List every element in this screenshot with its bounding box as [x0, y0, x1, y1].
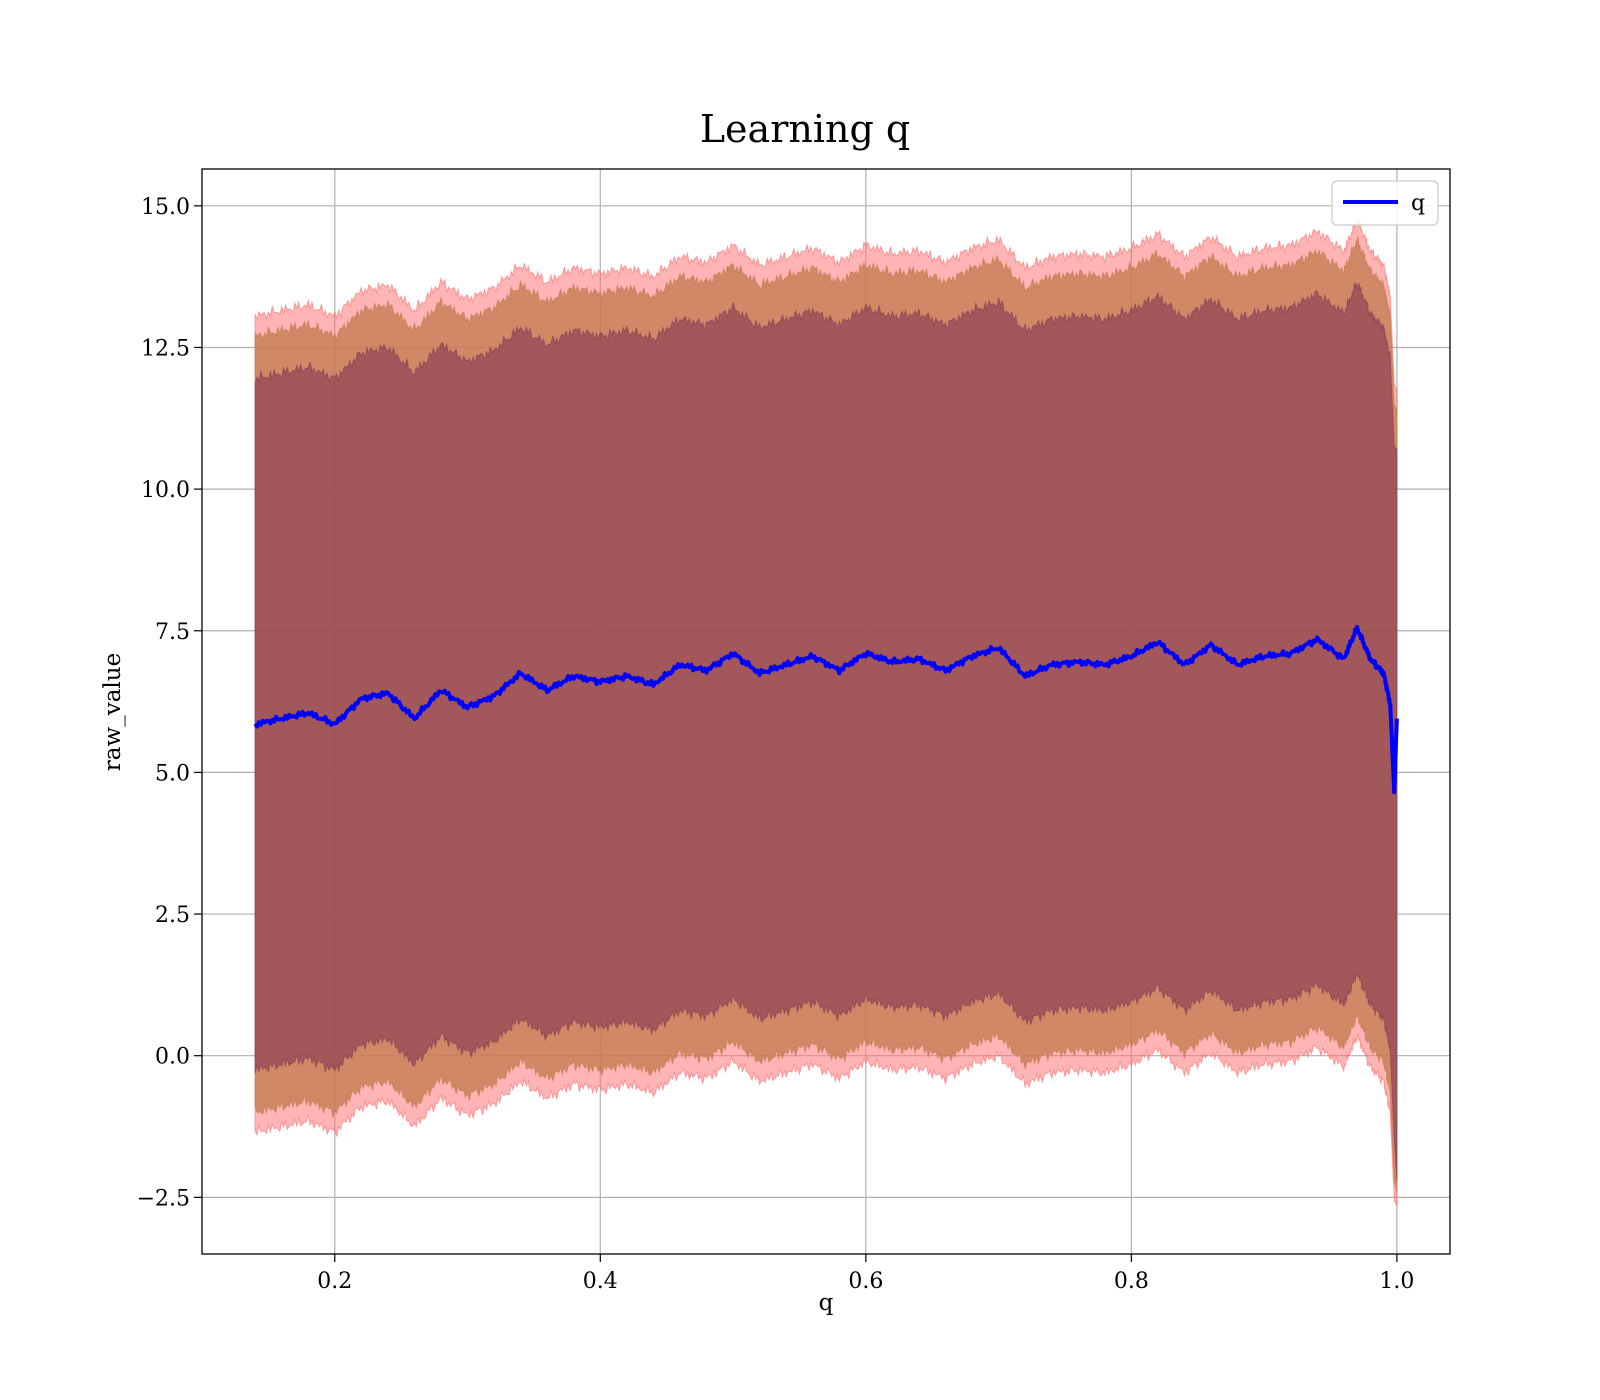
y-tick-label: 7.5: [155, 620, 190, 645]
y-tick-label: 2.5: [155, 903, 190, 928]
y-tick-label: 10.0: [141, 478, 190, 503]
x-tick-label: 0.2: [317, 1269, 352, 1294]
x-axis-ticks: 0.2 0.4 0.6 0.8 1.0: [317, 1254, 1414, 1294]
band-inner: [254, 281, 1398, 1181]
chart-title: Learning q: [700, 107, 910, 151]
y-axis-label: raw_value: [100, 653, 126, 771]
y-tick-label: 15.0: [141, 195, 190, 220]
y-axis-ticks: −2.5 0.0 2.5 5.0 7.5 10.0 12.5 15.0: [137, 195, 202, 1211]
y-tick-label: 12.5: [141, 336, 190, 361]
x-tick-label: 0.4: [583, 1269, 618, 1294]
legend-label: q: [1411, 191, 1425, 216]
y-tick-label: 0.0: [155, 1045, 190, 1070]
plot-frame: [201, 168, 1451, 1255]
y-tick-label: 5.0: [155, 761, 190, 786]
y-tick-label: −2.5: [137, 1186, 190, 1211]
series-line-q: [253, 625, 1399, 795]
x-tick-label: 0.6: [848, 1269, 883, 1294]
confidence-bands: [254, 219, 1398, 1207]
legend: q: [1331, 180, 1439, 226]
x-tick-label: 1.0: [1379, 1269, 1414, 1294]
x-tick-label: 0.8: [1114, 1269, 1149, 1294]
series-layer: [253, 625, 1399, 795]
x-axis-label: q: [819, 1290, 834, 1316]
